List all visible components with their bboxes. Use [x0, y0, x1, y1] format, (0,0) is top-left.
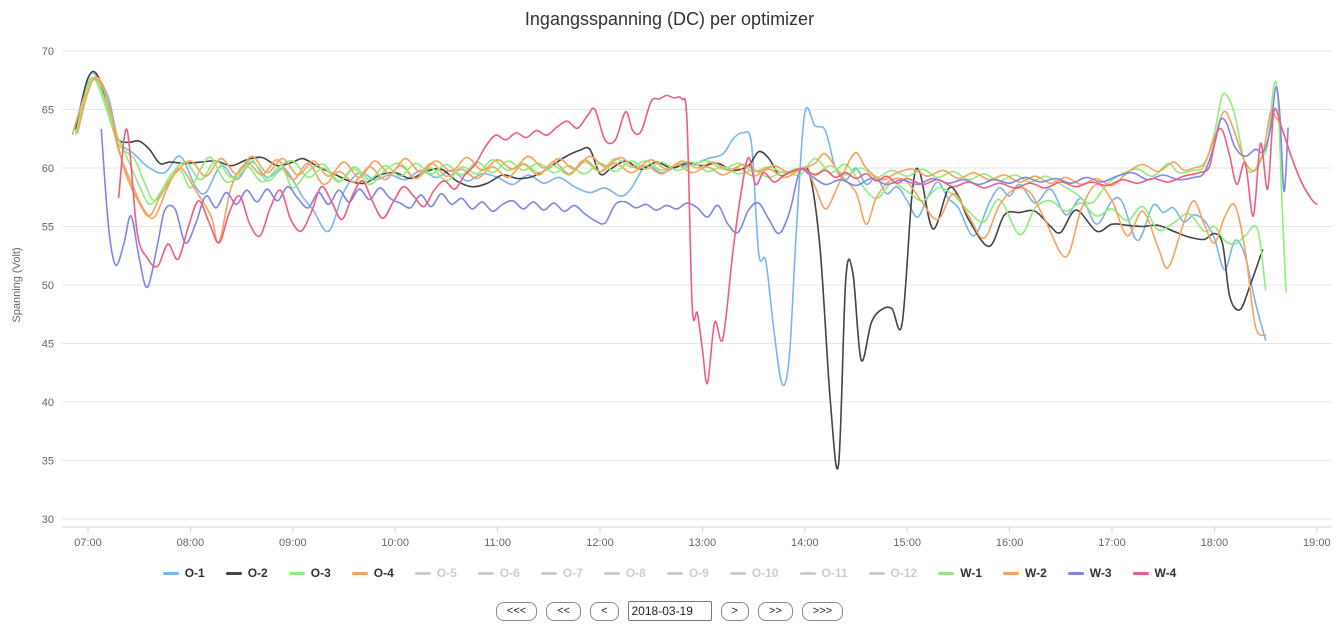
legend-item-W-1[interactable]: W-1 [938, 566, 982, 580]
series-line-O-1[interactable] [74, 71, 1267, 387]
x-tick-label: 07:00 [74, 537, 102, 549]
legend-dash-icon [729, 571, 746, 575]
legend-label: O-11 [821, 566, 848, 580]
x-tick-label: 14:00 [791, 537, 819, 549]
legend-label: O-10 [751, 566, 779, 580]
legend-item-O-9[interactable]: O-9 [666, 566, 709, 580]
line-chart-plot: 30 35 40 45 50 55 60 65 70 07:00 08:00 09:00 10:00 11… [11, 46, 1332, 549]
date-input[interactable] [627, 601, 712, 621]
x-tick-label: 09:00 [279, 537, 307, 549]
legend-label: O-8 [625, 566, 646, 580]
legend-label: O-1 [184, 566, 205, 580]
legend-label: O-4 [373, 566, 394, 580]
nav-back-button-2[interactable]: < [590, 601, 619, 621]
legend-label: W-2 [1025, 566, 1047, 580]
legend-item-O-3[interactable]: O-3 [288, 566, 331, 580]
y-tick-label: 70 [42, 46, 54, 58]
legend-label: O-7 [562, 566, 583, 580]
y-tick-label: 65 [42, 105, 54, 117]
legend-dash-icon [799, 571, 816, 575]
legend-dash-icon [540, 571, 557, 575]
legend-item-O-4[interactable]: O-4 [351, 566, 394, 580]
legend-label: O-3 [310, 566, 331, 580]
x-tick-label: 11:00 [484, 537, 511, 549]
legend-item-O-10[interactable]: O-10 [729, 566, 779, 580]
legend-dash-icon [225, 571, 242, 575]
legend-label: W-3 [1089, 566, 1112, 580]
nav-forward-button-0[interactable]: > [720, 601, 749, 621]
y-axis-title: Spanning (Volt) [11, 247, 23, 322]
nav-forward-button-1[interactable]: >> [757, 601, 793, 621]
legend-item-W-3[interactable]: W-3 [1067, 566, 1112, 580]
nav-back-button-1[interactable]: << [546, 601, 582, 621]
y-tick-label: 55 [42, 222, 54, 234]
legend-label: O-6 [499, 566, 520, 580]
legend-label: W-1 [960, 566, 982, 580]
legend-dash-icon [666, 571, 683, 575]
x-tick-label: 16:00 [996, 537, 1024, 549]
legend-item-O-12[interactable]: O-12 [868, 566, 918, 580]
legend-dash-icon [414, 571, 431, 575]
x-tick-label: 08:00 [177, 537, 205, 549]
legend-dash-icon [868, 571, 885, 575]
series-line-W-2[interactable] [77, 77, 1282, 217]
legend-item-O-7[interactable]: O-7 [540, 566, 583, 580]
y-tick-label: 35 [42, 456, 54, 468]
nav-forward-button-2[interactable]: >>> [801, 601, 844, 621]
y-tick-label: 45 [42, 339, 54, 351]
nav-back-button-0[interactable]: <<< [495, 601, 538, 621]
chart-legend: O-1 O-2 O-3 O-4 O-5 O-6 O-7 O-8 O-9 O-10 O-11 O-12 W… [0, 566, 1339, 580]
legend-dash-icon [1132, 571, 1149, 575]
y-tick-label: 40 [42, 397, 54, 409]
x-tick-label: 19:00 [1303, 537, 1331, 549]
legend-dash-icon [288, 571, 305, 575]
legend-dash-icon [938, 571, 955, 575]
series-line-W-3[interactable] [100, 86, 1289, 289]
legend-item-O-1[interactable]: O-1 [162, 566, 205, 580]
x-tick-label: 13:00 [689, 537, 717, 549]
series-line-W-4[interactable] [117, 94, 1318, 385]
series-line-O-2[interactable] [74, 70, 1264, 470]
legend-label: O-2 [247, 566, 268, 580]
x-tick-label: 15:00 [893, 537, 921, 549]
legend-dash-icon [477, 571, 494, 575]
legend-dash-icon [351, 571, 368, 575]
y-tick-label: 30 [42, 514, 54, 526]
legend-label: O-5 [436, 566, 457, 580]
series-line-O-4[interactable] [71, 76, 1267, 337]
legend-item-W-2[interactable]: W-2 [1003, 566, 1047, 580]
x-tick-label: 10:00 [381, 537, 409, 549]
legend-item-W-4[interactable]: W-4 [1132, 566, 1177, 580]
legend-item-O-11[interactable]: O-11 [799, 566, 848, 580]
legend-item-O-5[interactable]: O-5 [414, 566, 457, 580]
legend-label: O-12 [890, 566, 918, 580]
date-navigation: <<<<<<>>>>>> [0, 601, 1339, 621]
legend-label: O-9 [688, 566, 709, 580]
y-tick-label: 50 [42, 280, 54, 292]
legend-item-O-2[interactable]: O-2 [225, 566, 268, 580]
legend-label: W-4 [1154, 566, 1177, 580]
chart-title: Ingangsspanning (DC) per optimizer [524, 9, 815, 29]
legend-item-O-6[interactable]: O-6 [477, 566, 520, 580]
x-tick-label: 12:00 [586, 537, 614, 549]
x-tick-label: 17:00 [1098, 537, 1126, 549]
series-line-W-1[interactable] [77, 77, 1287, 293]
x-tick-label: 18:00 [1201, 537, 1229, 549]
legend-dash-icon [1003, 571, 1019, 575]
legend-dash-icon [162, 571, 179, 575]
y-tick-label: 60 [42, 163, 54, 175]
legend-dash-icon [1067, 571, 1084, 575]
legend-dash-icon [603, 571, 620, 575]
legend-item-O-8[interactable]: O-8 [603, 566, 646, 580]
